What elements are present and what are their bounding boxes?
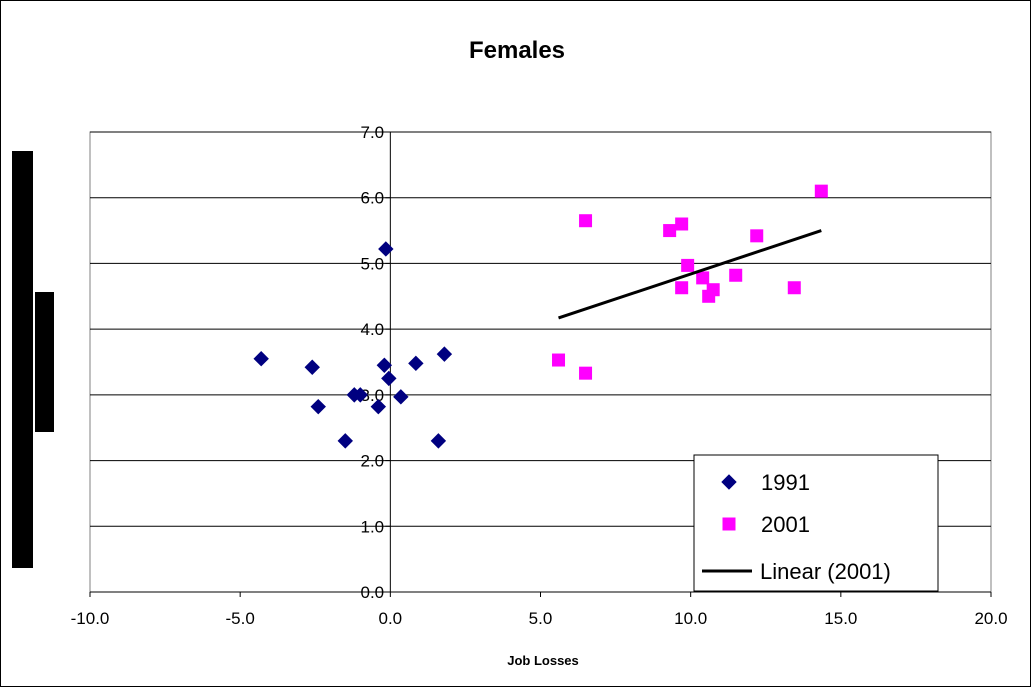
axes [89, 131, 992, 597]
trendline [558, 229, 822, 320]
redaction-bar-right [35, 292, 54, 432]
data-point-2001 [814, 184, 828, 198]
y-tick-label: 4.0 [361, 320, 385, 339]
x-tick-label: -5.0 [226, 609, 255, 628]
x-tick-label: 20.0 [974, 609, 1007, 628]
data-point-2001 [579, 214, 593, 228]
data-point-2001 [675, 281, 689, 295]
legend-label: 2001 [761, 512, 810, 537]
data-point-1991 [430, 433, 447, 449]
data-point-2001 [675, 217, 689, 231]
data-point-1991 [370, 398, 387, 415]
data-point-1991 [393, 389, 409, 405]
data-point-1991 [381, 370, 397, 387]
legend-swatch-1991 [721, 474, 737, 490]
data-point-2001 [706, 283, 720, 297]
data-point-1991 [376, 357, 393, 373]
data-point-1991 [337, 433, 353, 449]
x-tick-label: 5.0 [529, 609, 553, 628]
legend-label: Linear (2001) [760, 559, 891, 584]
series-linear-2001 [558, 229, 822, 320]
series-1991 [253, 241, 453, 449]
data-series [253, 184, 828, 449]
grid-lines [90, 131, 991, 593]
data-point-2001 [681, 258, 695, 272]
redaction-bar-left [12, 151, 33, 568]
data-point-2001 [552, 353, 566, 367]
data-point-1991 [378, 241, 394, 257]
data-point-2001 [787, 281, 801, 295]
y-tick-label: 1.0 [361, 517, 385, 536]
y-tick-labels: 0.01.02.03.04.05.06.07.0 [361, 123, 385, 602]
y-tick-label: 6.0 [361, 189, 385, 208]
data-point-1991 [310, 398, 326, 415]
x-tick-labels: -10.0 -5.0 0.0 5.0 10.0 15.0 20.0 [71, 609, 1008, 628]
x-tick-label: 15.0 [824, 609, 857, 628]
legend: 1991 2001 Linear (2001) [693, 454, 939, 592]
series-2001 [552, 184, 828, 380]
data-point-1991 [352, 387, 369, 403]
data-point-2001 [729, 268, 743, 282]
legend-label: 1991 [761, 470, 810, 495]
data-point-2001 [696, 271, 710, 285]
data-point-2001 [579, 366, 593, 380]
data-point-1991 [304, 359, 320, 375]
y-tick-label: 0.0 [361, 583, 385, 602]
y-tick-label: 5.0 [361, 254, 385, 273]
data-point-1991 [408, 355, 424, 372]
data-point-1991 [436, 346, 453, 362]
data-point-2001 [750, 229, 764, 243]
data-point-2001 [663, 224, 677, 238]
chart-title: Females [469, 37, 565, 64]
legend-swatch-2001 [722, 517, 736, 531]
x-tick-label: -10.0 [71, 609, 110, 628]
x-tick-label: 0.0 [379, 609, 403, 628]
x-axis-label: Job Losses [507, 653, 579, 668]
x-tick-label: 10.0 [674, 609, 707, 628]
y-tick-label: 2.0 [361, 452, 385, 471]
y-tick-label: 7.0 [361, 123, 385, 142]
data-point-1991 [253, 351, 269, 367]
